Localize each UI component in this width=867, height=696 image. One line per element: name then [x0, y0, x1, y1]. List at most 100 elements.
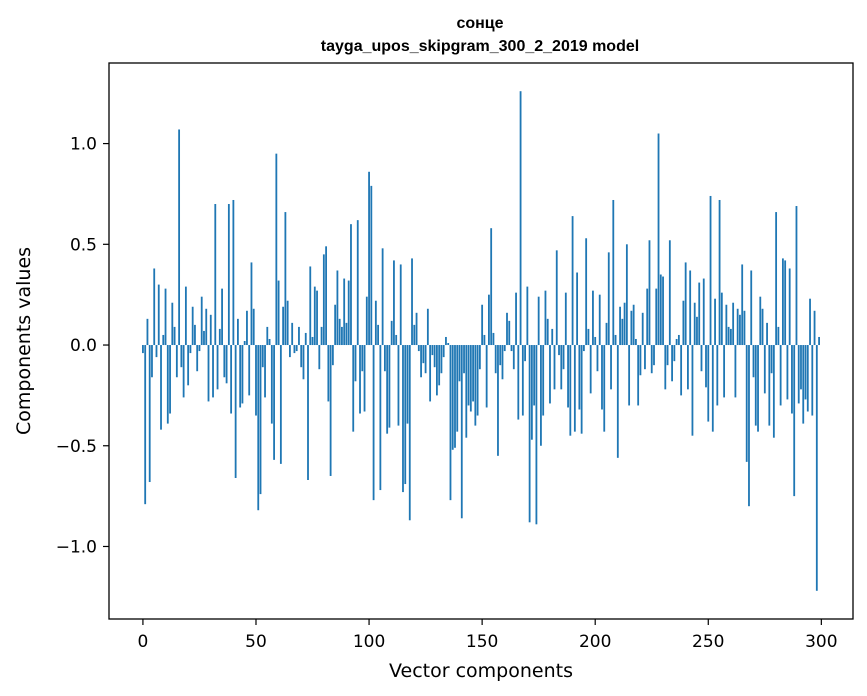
bar: [406, 345, 409, 424]
bar: [653, 345, 655, 366]
bar: [442, 345, 445, 358]
bar: [510, 345, 513, 352]
bar: [553, 345, 556, 390]
bar: [191, 306, 194, 346]
bar: [472, 345, 474, 402]
bar: [345, 322, 348, 346]
bar: [659, 274, 662, 346]
bar: [223, 345, 226, 378]
x-tick-label: 150: [466, 632, 498, 652]
bar: [408, 345, 411, 521]
bar: [542, 345, 545, 416]
bar: [689, 270, 692, 346]
bar: [329, 345, 332, 476]
bar: [727, 326, 730, 346]
bar: [458, 345, 461, 382]
bar: [318, 345, 321, 370]
bar: [207, 345, 210, 402]
bar: [200, 296, 203, 346]
bar: [806, 345, 809, 412]
bar: [607, 252, 610, 346]
bar: [743, 310, 746, 346]
bar: [266, 326, 269, 346]
bar: [612, 199, 615, 346]
bar: [682, 300, 685, 346]
bar: [300, 345, 303, 368]
bar: [605, 322, 608, 346]
bar: [569, 345, 572, 436]
bar: [445, 336, 447, 346]
bar: [739, 314, 741, 346]
bar: [309, 266, 312, 346]
bar: [291, 322, 294, 346]
bar: [411, 258, 413, 346]
bar: [555, 250, 558, 346]
bar: [775, 212, 778, 346]
bar: [802, 345, 805, 424]
bar: [264, 345, 266, 398]
bar: [766, 322, 768, 346]
bar: [757, 345, 759, 432]
bar: [648, 240, 651, 346]
bar: [275, 153, 278, 346]
bar: [436, 345, 438, 396]
bar: [560, 345, 563, 390]
bar: [237, 318, 239, 346]
y-tick-label: 0.0: [70, 336, 97, 356]
bar: [146, 318, 149, 346]
bar: [465, 345, 468, 438]
bar: [189, 345, 192, 354]
bar: [711, 345, 714, 432]
x-tick-label: 50: [245, 632, 267, 652]
bar: [474, 345, 477, 426]
bar: [313, 286, 316, 346]
bar: [580, 345, 583, 434]
bar: [250, 262, 253, 346]
bar: [777, 326, 780, 346]
bar: [761, 308, 764, 346]
bar: [811, 345, 814, 416]
bar: [338, 318, 341, 346]
bar: [302, 345, 305, 380]
bar: [573, 345, 576, 432]
bar: [142, 345, 144, 354]
bar: [671, 345, 673, 382]
bar: [655, 288, 658, 346]
bar: [225, 345, 228, 384]
bar: [698, 282, 701, 346]
bar: [393, 260, 395, 346]
bar: [664, 345, 667, 390]
chart-subtitle: tayga_upos_skipgram_300_2_2019 model: [321, 38, 639, 55]
bar: [316, 290, 318, 346]
bar: [311, 336, 314, 346]
bar: [741, 264, 744, 346]
bar: [379, 345, 382, 491]
bar: [680, 345, 683, 396]
bar: [431, 345, 434, 356]
bar: [388, 345, 391, 428]
bar: [456, 345, 459, 432]
bar: [261, 345, 264, 368]
bar: [809, 298, 811, 346]
bar: [488, 294, 490, 346]
bar: [440, 345, 443, 374]
bar: [793, 345, 796, 497]
bar: [576, 272, 579, 346]
bar: [519, 91, 522, 346]
bar: [304, 332, 307, 346]
y-tick-label: −0.5: [56, 437, 97, 457]
bar: [438, 345, 441, 386]
y-tick-label: 1.0: [70, 135, 97, 155]
bar: [601, 345, 603, 410]
bar: [512, 345, 515, 370]
bar: [517, 345, 520, 420]
y-axis-label: Components values: [13, 247, 35, 435]
bar: [687, 345, 689, 390]
bar: [732, 302, 735, 346]
bar: [417, 345, 420, 352]
bar: [494, 345, 497, 374]
bar: [625, 244, 628, 346]
x-axis-ticks: 0 50 100 150 200 250 300: [138, 619, 838, 652]
x-tick-label: 0: [138, 632, 149, 652]
